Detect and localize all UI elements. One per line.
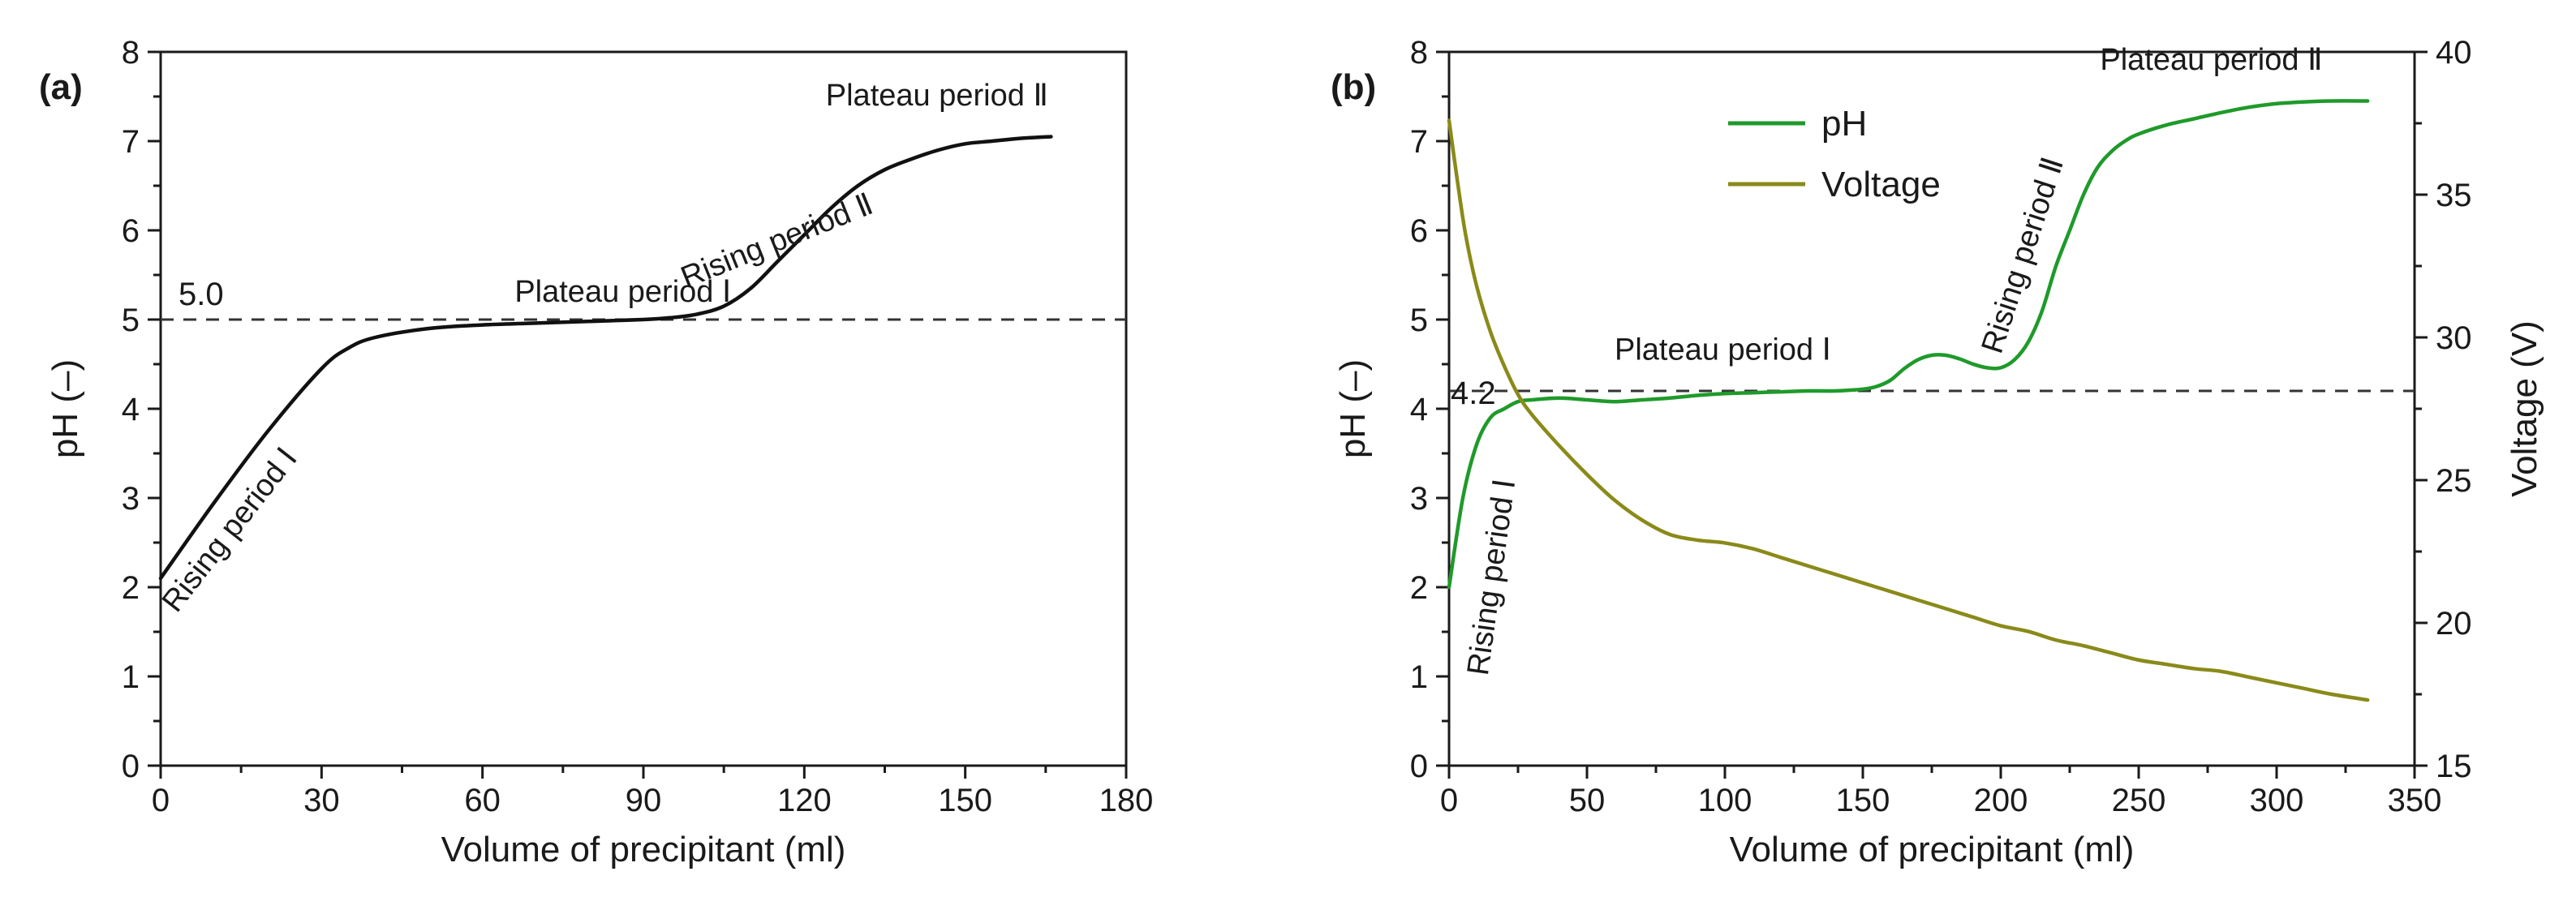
reference-line-label: 4.2: [1451, 376, 1496, 411]
y-tick-label: 7: [122, 124, 140, 160]
y-tick-label: 0: [122, 749, 140, 784]
y2-tick-label: 35: [2436, 178, 2472, 213]
x-tick-label: 250: [2112, 783, 2166, 818]
x-tick-label: 150: [938, 783, 992, 818]
y-tick-label: 4: [1410, 392, 1428, 427]
y-tick-label: 7: [1410, 124, 1428, 160]
x-tick-label: 30: [303, 783, 340, 818]
x-tick-label: 60: [464, 783, 501, 818]
y-tick-label: 3: [122, 481, 140, 517]
y-tick-label: 1: [1410, 659, 1428, 695]
chart-panel-b: 0 50 100 150 200 250 300 350 0 1 2 3 4 5 6 7 8 15 20 25 30 35…: [1331, 35, 2544, 869]
panel-label: (a): [39, 67, 83, 107]
annotation-label: Plateau period Ⅰ: [1615, 333, 1831, 367]
y-tick-label: 3: [1410, 481, 1428, 517]
x-tick-label: 150: [1836, 783, 1890, 818]
y-tick-label: 6: [122, 213, 140, 249]
y2-tick-label: 15: [2436, 749, 2472, 784]
x-tick-label: 200: [1974, 783, 2028, 818]
x-tick-label: 0: [1440, 783, 1458, 818]
annotation-label: Plateau period Ⅰ: [514, 275, 731, 309]
x-tick-label: 90: [626, 783, 662, 818]
y-tick-label: 6: [1410, 213, 1428, 249]
y2-tick-label: 40: [2436, 35, 2472, 71]
y-tick-label: 1: [122, 659, 140, 695]
x-tick-label: 120: [777, 783, 832, 818]
x-axis-title: Volume of precipitant (ml): [441, 830, 846, 869]
y2-tick-label: 25: [2436, 463, 2472, 499]
x-tick-label: 100: [1698, 783, 1752, 818]
annotation-label: Plateau period Ⅱ: [826, 79, 1048, 113]
reference-line-label: 5.0: [178, 277, 224, 312]
x-tick-label: 50: [1569, 783, 1606, 818]
y2-tick-label: 30: [2436, 320, 2472, 356]
legend-label-ph: pH: [1821, 104, 1867, 144]
y-tick-label: 4: [122, 392, 140, 427]
x-tick-label: 0: [152, 783, 170, 818]
y-axis-title: pH (–): [45, 359, 85, 458]
y-tick-label: 5: [122, 303, 140, 338]
x-tick-label: 180: [1099, 783, 1154, 818]
y2-axis-title: Voltage (V): [2505, 320, 2544, 497]
series-line-ph: [1447, 99, 2370, 590]
panel-label: (b): [1331, 67, 1376, 107]
x-tick-label: 300: [2250, 783, 2304, 818]
y-tick-label: 0: [1410, 749, 1428, 784]
y-tick-label: 2: [1410, 570, 1428, 606]
y-tick-label: 2: [122, 570, 140, 606]
y-axis-title: pH (–): [1333, 359, 1373, 458]
y2-tick-label: 20: [2436, 606, 2472, 642]
x-axis-title: Volume of precipitant (ml): [1730, 830, 2135, 869]
y-tick-label: 8: [1410, 35, 1428, 71]
y-tick-label: 5: [1410, 303, 1428, 338]
legend-label-voltage: Voltage: [1821, 165, 1941, 204]
series-line-ph: [158, 135, 1053, 581]
series-line-voltage: [1447, 118, 2370, 702]
x-tick-label: 350: [2388, 783, 2442, 818]
annotation-label: Plateau period Ⅱ: [2100, 43, 2322, 77]
y-tick-label: 8: [122, 35, 140, 71]
